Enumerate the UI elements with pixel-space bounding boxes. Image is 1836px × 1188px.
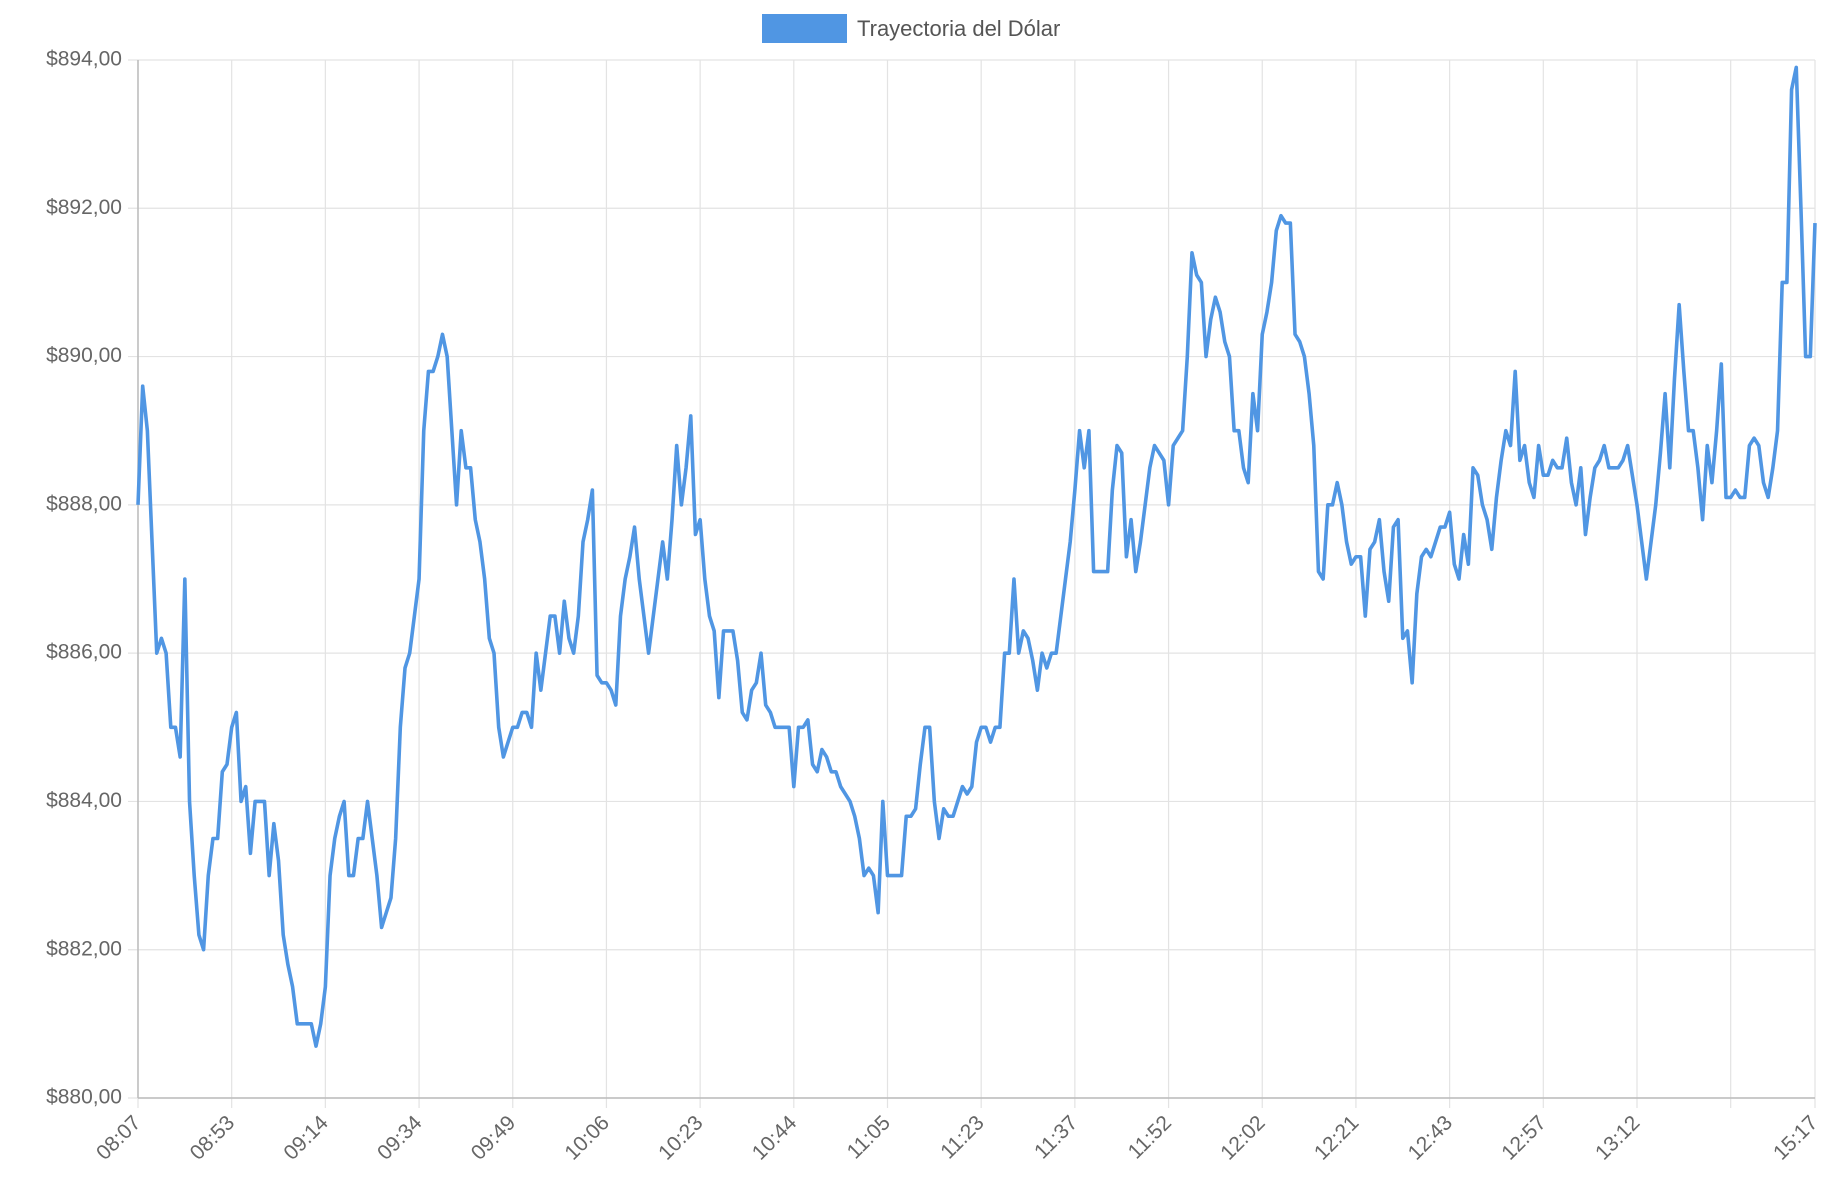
x-tick-label: 08:07 — [92, 1111, 145, 1164]
x-tick-label: 15:17 — [1769, 1111, 1822, 1164]
x-tick-label: 09:14 — [279, 1111, 333, 1165]
y-tick-label: $880,00 — [46, 1086, 122, 1109]
x-tick-label: 09:49 — [467, 1111, 520, 1164]
x-tick-label: 12:02 — [1216, 1111, 1269, 1164]
y-tick-label: $882,00 — [46, 937, 122, 960]
x-tick-label: 11:23 — [936, 1111, 988, 1163]
x-tick-label: 10:06 — [560, 1111, 613, 1164]
data-line — [136, 65, 1817, 1048]
y-tick-label: $886,00 — [46, 641, 122, 664]
x-tick-label: 12:57 — [1497, 1111, 1550, 1164]
x-tick-label: 11:05 — [843, 1111, 895, 1163]
x-tick-label: 11:37 — [1030, 1111, 1082, 1163]
legend-label[interactable]: Trayectoria del Dólar — [857, 16, 1060, 41]
x-tick-label: 08:53 — [186, 1111, 239, 1164]
x-tick-label: 13:12 — [1591, 1111, 1644, 1164]
y-tick-label: $890,00 — [46, 344, 122, 367]
x-tick-label: 09:34 — [373, 1111, 427, 1165]
x-tick-label: 10:23 — [654, 1111, 707, 1164]
y-tick-label: $892,00 — [46, 196, 122, 219]
x-tick-label: 10:44 — [748, 1111, 802, 1165]
y-tick-label: $894,00 — [46, 48, 122, 71]
x-tick-label: 12:21 — [1310, 1111, 1363, 1164]
x-tick-label: 12:43 — [1404, 1111, 1457, 1164]
y-tick-label: $884,00 — [46, 789, 122, 812]
x-tick-label: 11:52 — [1124, 1111, 1176, 1163]
y-tick-label: $888,00 — [46, 492, 122, 515]
legend-swatch[interactable] — [762, 14, 847, 43]
